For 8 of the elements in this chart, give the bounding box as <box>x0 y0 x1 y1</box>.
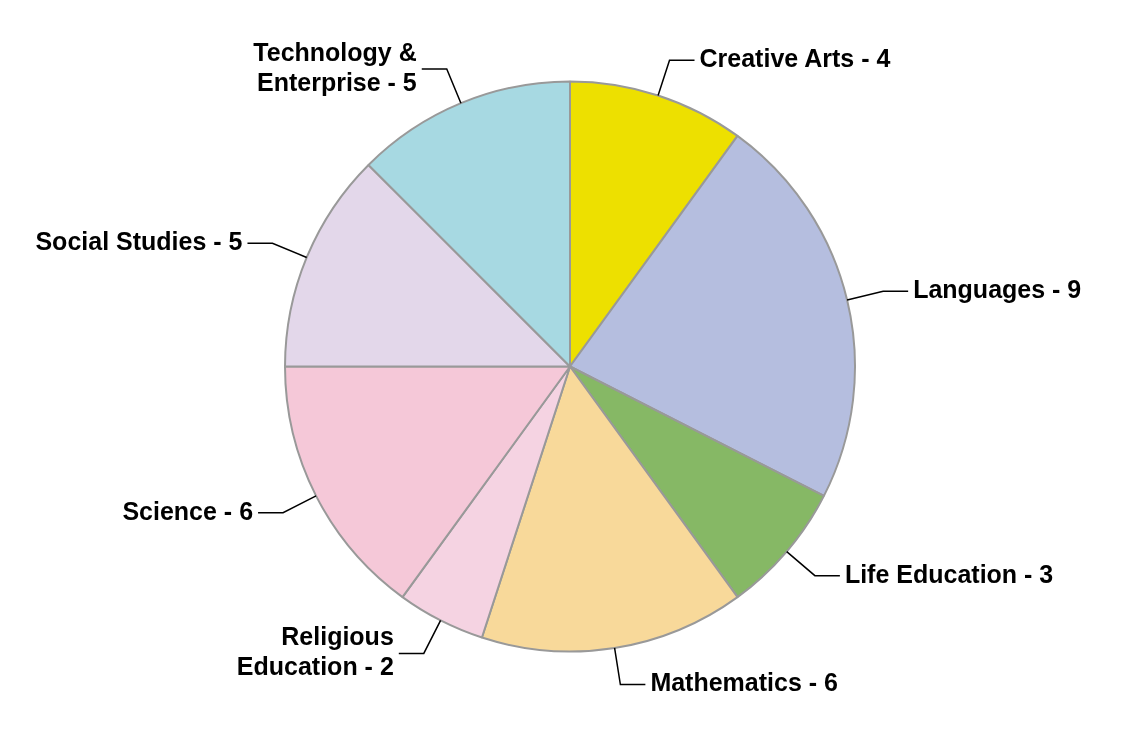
slice-label: Religious Education - 2 <box>236 622 394 681</box>
slice-label: Life Education - 3 <box>844 559 1054 588</box>
slice-label: Creative Arts - 4 <box>699 44 891 73</box>
slice-label: Technology & Enterprise - 5 <box>253 37 417 96</box>
slice-label: Social Studies - 5 <box>35 227 243 256</box>
slice-label: Science - 6 <box>122 496 254 525</box>
slice-label: Mathematics - 6 <box>650 668 838 697</box>
slice-label: Languages - 9 <box>913 275 1082 304</box>
